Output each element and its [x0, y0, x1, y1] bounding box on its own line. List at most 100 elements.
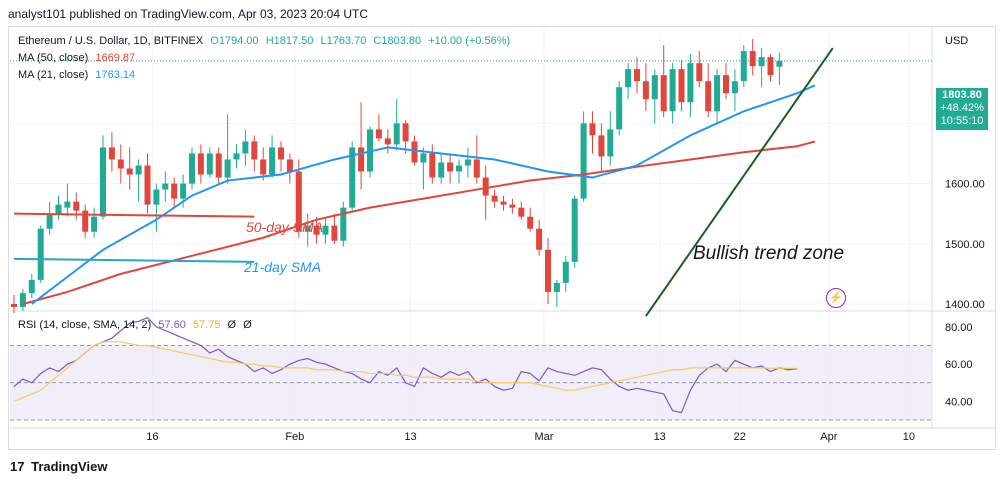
candle-down — [375, 129, 382, 139]
ma21-value: 1763.14 — [95, 69, 136, 81]
candle-down — [518, 207, 525, 217]
change-value: +10.00 (+0.56%) — [428, 35, 511, 47]
candle-up — [242, 141, 249, 154]
candle-up — [758, 57, 765, 67]
candle-up — [224, 159, 231, 178]
candle-down — [358, 147, 365, 172]
candle-up — [135, 165, 142, 175]
candle-up — [304, 225, 311, 232]
candle-up — [776, 60, 783, 67]
candle-up — [651, 75, 658, 100]
candle-up — [714, 75, 721, 112]
candle-up — [740, 51, 747, 82]
candle-up — [687, 63, 694, 103]
ma50-value: 1669.87 — [95, 52, 136, 64]
rsi-extra2: Ø — [243, 319, 252, 331]
candle-up — [349, 147, 356, 208]
candle-down — [598, 135, 605, 157]
time-tick-label: 13 — [654, 431, 666, 443]
candle-down — [678, 69, 685, 103]
candle-up — [162, 183, 169, 190]
ma21-line — [31, 84, 816, 305]
rsi-sma-line — [13, 341, 798, 402]
candle-down — [589, 123, 596, 136]
tradingview-logo-icon: 17 — [10, 459, 25, 474]
candle-up — [189, 153, 195, 184]
rsi-legend: RSI (14, close, SMA, 14, 2) 57.60 57.75 … — [18, 319, 256, 331]
close-value: C1803.80 — [373, 35, 422, 47]
candle-down — [749, 51, 756, 67]
lightning-icon[interactable]: ⚡ — [826, 288, 846, 308]
candle-down — [82, 210, 89, 232]
candle-down — [295, 171, 302, 232]
candle-down — [429, 153, 436, 178]
rsi-tick-label: 40.00 — [945, 396, 973, 408]
ma21-legend: MA (21, close) 1763.14 — [18, 69, 139, 81]
candle-up — [180, 183, 187, 199]
trend-line — [13, 257, 255, 263]
candle-up — [625, 69, 632, 88]
candle-up — [456, 165, 462, 172]
candle-down — [73, 201, 80, 211]
candle-up — [580, 123, 587, 199]
candle-down — [536, 228, 543, 250]
candle-up — [420, 153, 427, 163]
rsi-tick-label: 80.00 — [945, 322, 973, 334]
candle-down — [215, 153, 222, 178]
rsi-value: 57.60 — [158, 319, 186, 331]
time-tick-label: 10 — [903, 431, 915, 443]
candle-down — [723, 75, 729, 94]
candle-up — [19, 293, 26, 307]
last-price-tag: 1803.80 +48.42% 10:55:10 — [936, 88, 988, 130]
candle-down — [447, 162, 454, 172]
candle-down — [286, 159, 293, 172]
candle-up — [464, 159, 471, 166]
trend-annotation: Bullish trend zone — [693, 243, 844, 264]
candle-down — [527, 216, 534, 229]
ma50-legend: MA (50, close) 1669.87 — [18, 52, 139, 64]
candle-down — [642, 81, 649, 100]
candle-up — [669, 69, 676, 112]
candle-up — [322, 225, 329, 235]
publish-header: analyst101 published on TradingView.com,… — [8, 7, 369, 21]
ma50-label: MA (50, close) — [18, 52, 89, 64]
candle-down — [660, 75, 667, 112]
candle-up — [46, 213, 53, 229]
footer-label: TradingView — [31, 459, 108, 474]
currency-label: USD — [945, 35, 969, 47]
candle-up — [64, 201, 71, 208]
rsi-band — [10, 345, 932, 420]
price-tick-label: 1400.00 — [945, 299, 985, 311]
candle-down — [260, 159, 267, 175]
rsi-extra1: Ø — [227, 319, 237, 331]
candle-up — [269, 147, 276, 175]
trend-line — [13, 212, 255, 218]
time-tick-label: Feb — [285, 431, 304, 443]
candle-down — [108, 147, 115, 160]
candle-down — [117, 159, 124, 169]
low-value: L1763.70 — [320, 35, 367, 47]
candle-down — [251, 141, 258, 160]
rsi-line — [13, 316, 798, 414]
rsi-label: RSI (14, close, SMA, 14, 2) — [18, 319, 152, 331]
time-tick-label: 13 — [404, 431, 416, 443]
candle-up — [616, 87, 623, 130]
candle-down — [126, 168, 133, 175]
candle-down — [509, 204, 516, 208]
high-value: H1817.50 — [265, 35, 314, 47]
candle-up — [607, 129, 614, 157]
candle-up — [340, 207, 347, 241]
candle-down — [278, 147, 284, 160]
candle-up — [562, 261, 569, 283]
trend-line — [645, 47, 834, 317]
candle-down — [545, 249, 551, 292]
candle-up — [731, 81, 738, 94]
countdown: 10:55:10 — [940, 115, 984, 127]
ma50-line — [22, 140, 816, 305]
rsi-tick-label: 60.00 — [945, 359, 973, 371]
candle-down — [473, 159, 480, 178]
candle-up — [393, 123, 400, 145]
ma21-label: MA (21, close) — [18, 69, 89, 81]
time-tick-label: Mar — [535, 431, 554, 443]
